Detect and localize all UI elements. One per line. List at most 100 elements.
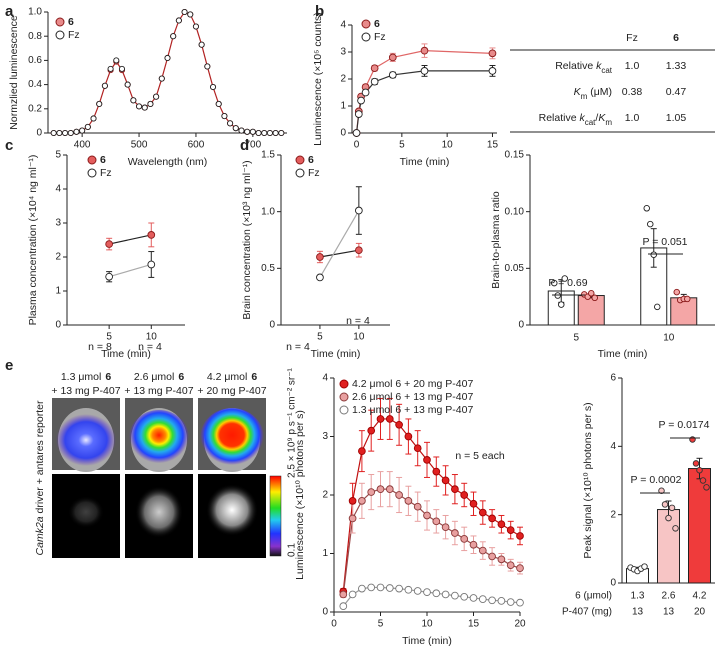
x-axis-label: Wavelength (nm) (128, 156, 208, 168)
annotation: P = 0.051 (642, 236, 687, 248)
y-tick-label: 0 (518, 320, 524, 331)
y-tick-label: 0 (322, 607, 328, 618)
x-tick-label: 5 (399, 140, 405, 151)
text-segment: m (581, 92, 588, 101)
data-point (255, 129, 262, 137)
data-point (105, 272, 113, 281)
data-point (591, 294, 599, 302)
colorbar-min-label: 0.1 (287, 543, 298, 557)
data-point (654, 303, 661, 311)
data-point (358, 497, 366, 505)
y-tick-label: 3 (322, 431, 328, 442)
compound: 6 (105, 371, 111, 383)
chart: 0 1 2 3 4 0 5 10 15 20 Time (min) Luminescence (×10… (294, 373, 526, 647)
series-line (109, 234, 152, 245)
bar (640, 247, 668, 326)
y-tick-label: 0.05 (505, 263, 525, 274)
series-line (319, 249, 359, 258)
x-tick-label: 1.3 (631, 591, 645, 602)
annotation: P = 0.0002 (631, 474, 682, 486)
data-point (221, 113, 228, 120)
data-point (147, 260, 156, 269)
text-segment: Relative (539, 112, 580, 124)
text-segment: K (574, 86, 582, 98)
data-point (516, 532, 524, 540)
data-point (388, 53, 397, 62)
text-segment: cat (601, 66, 612, 75)
text-segment: K (598, 112, 606, 124)
y-tick-label: 0 (269, 320, 275, 331)
data-point (124, 81, 131, 88)
legend-marker (55, 30, 65, 40)
x-tick-label: 15 (468, 619, 480, 630)
y-axis-label: Luminescence (×10⁵ counts) (312, 12, 324, 146)
data-point (488, 552, 496, 561)
data-point (395, 420, 403, 429)
x-tick-label: 20 (514, 619, 526, 630)
legend-marker (87, 168, 97, 178)
text-segment: cat (585, 118, 596, 127)
series-line (53, 11, 282, 134)
legend-label: 1.3 μmol 6 + 13 mg P-407 (352, 404, 473, 416)
data-point (90, 115, 97, 122)
text-segment: Relative (555, 60, 596, 72)
data-point (588, 290, 595, 297)
data-point (497, 597, 506, 605)
legend-label: 6 (100, 154, 106, 166)
table-header: Fz (626, 32, 638, 44)
data-point (488, 49, 497, 58)
data-point (692, 460, 700, 467)
data-point (699, 477, 707, 484)
data-point (348, 514, 357, 523)
data-point (62, 129, 69, 137)
chart: 0 1 2 3 4 0 5 10 15 Time (min) Luminescence (×10⁵ … (312, 12, 499, 168)
y-axis-label: Brain-to-plasma ratio (490, 191, 502, 289)
y-tick-label: 5 (55, 150, 61, 161)
data-point (367, 426, 376, 435)
data-point (175, 17, 182, 24)
text-segment: m (605, 118, 612, 127)
glow (206, 484, 258, 536)
data-point (278, 129, 285, 137)
x-tick-label: 10 (421, 619, 433, 630)
side-label: Camk2a driver + antares reporter (34, 400, 46, 555)
data-point (696, 467, 703, 474)
data-point (673, 288, 681, 296)
data-point (135, 103, 143, 110)
data-point (469, 540, 478, 549)
data-point (339, 602, 348, 611)
annotation: n = 5 each (455, 450, 504, 462)
data-point (266, 129, 273, 137)
data-point (551, 279, 558, 287)
colorbar-max-label: 2.5 × 10⁹ p s⁻¹ cm⁻² sr⁻¹ (287, 367, 298, 478)
y-tick-label: 0 (55, 320, 61, 331)
data-point (215, 100, 222, 108)
table-cell: 0.38 (622, 86, 643, 98)
data-point (395, 584, 403, 593)
data-point (441, 476, 450, 485)
data-point (370, 64, 379, 73)
data-point (561, 275, 569, 282)
data-point (358, 447, 366, 455)
data-point (376, 583, 385, 592)
data-point (376, 485, 385, 494)
y-tick-label: 0 (340, 128, 346, 139)
data-point (316, 273, 324, 282)
y-tick-label: 4 (340, 20, 346, 31)
x-tick-label: 10 (353, 332, 365, 343)
data-point (488, 514, 496, 523)
legend-label: Fz (308, 167, 320, 179)
image-label: 4.2 μmol 6 (207, 371, 257, 383)
data-point (404, 585, 413, 594)
y-tick-label: 1 (55, 286, 61, 297)
heatmap (200, 408, 264, 468)
data-point (158, 75, 165, 82)
data-point (469, 594, 478, 602)
x-axis-label: Time (min) (101, 348, 151, 360)
data-point (170, 33, 177, 40)
x-tick-label: 0 (331, 619, 337, 630)
table-cell: 0.47 (666, 86, 687, 98)
y-tick-label: 2 (55, 252, 61, 263)
annotation: n = 8 (88, 341, 112, 353)
y-tick-label: 0.8 (28, 31, 42, 42)
